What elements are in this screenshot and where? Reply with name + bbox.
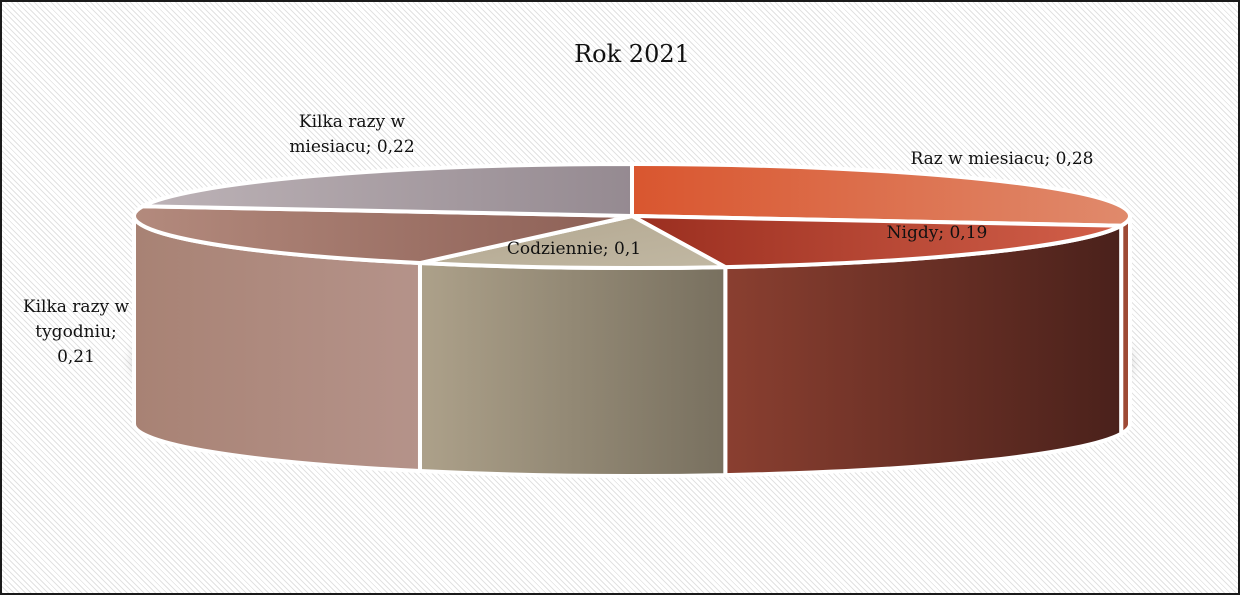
slice-kilka-razy-w-miesiacu[interactable]	[140, 162, 634, 218]
slice-raz-w-miesiacu[interactable]	[630, 162, 1132, 228]
label-raz-w-miesiacu: Raz w miesiacu; 0,28	[910, 149, 1093, 169]
slice-codziennie-side[interactable]	[417, 261, 728, 478]
slice-codziennie[interactable]	[417, 214, 728, 270]
label-kilka-razy-w-miesiacu: Kilka razy w miesiacu; 0,22	[289, 112, 414, 157]
label-kilka-razy-w-tygodniu: Kilka razy w tygodniu; 0,21	[23, 297, 130, 367]
slice-kilka-razy-w-tygodniu[interactable]	[132, 204, 634, 266]
chart-title: Rok 2021	[574, 40, 690, 68]
label-nigdy: Nigdy; 0,19	[887, 223, 988, 243]
label-codziennie: Codziennie; 0,1	[507, 239, 641, 259]
slice-nigdy[interactable]	[630, 214, 1124, 270]
